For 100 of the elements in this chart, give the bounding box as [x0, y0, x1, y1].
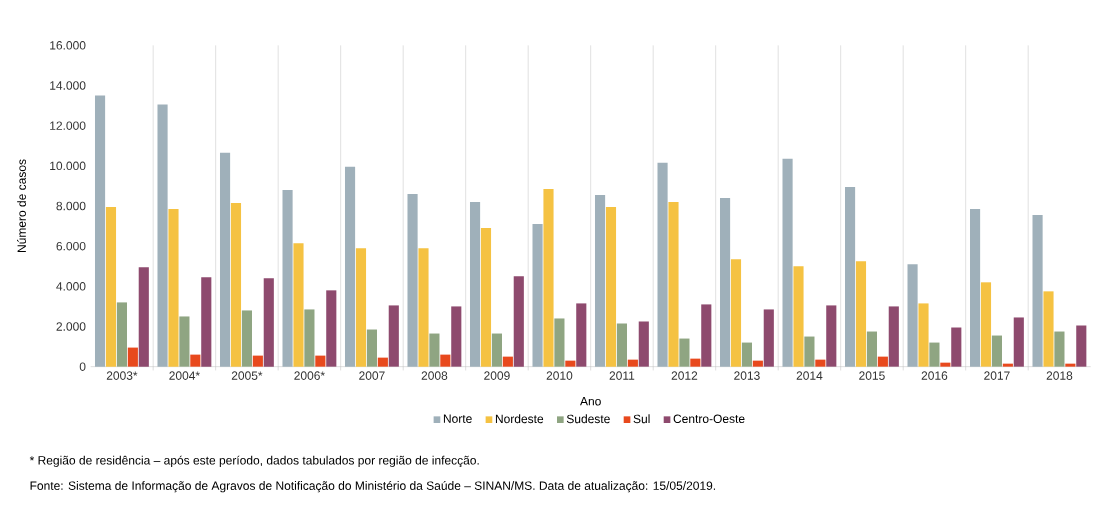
bar — [1076, 325, 1087, 367]
bar — [326, 290, 337, 367]
bar — [366, 329, 377, 367]
text: * Região de residência – após este período, dados tabulados por região de infecção. — [29, 455, 479, 468]
y-tick-label: 0 — [79, 362, 86, 372]
bar — [282, 190, 293, 367]
bar — [355, 248, 367, 367]
x-tick-label: 2015 — [859, 371, 885, 381]
x-tick-label: 2004* — [169, 371, 200, 381]
bar — [752, 360, 763, 367]
bar — [418, 248, 429, 367]
legend-label: Centro-Oeste — [673, 414, 745, 424]
bar — [638, 321, 649, 367]
x-tick-label: 2006* — [294, 371, 325, 381]
bar — [576, 303, 587, 367]
bar — [815, 359, 826, 367]
bar — [127, 347, 138, 367]
y-tick-label: 12.000 — [50, 121, 86, 131]
bar — [951, 327, 962, 367]
bar — [1013, 317, 1024, 367]
bar — [388, 305, 399, 367]
bar — [1065, 363, 1076, 367]
bar — [845, 187, 856, 367]
bar — [1043, 291, 1054, 367]
legend-label: Sul — [633, 414, 650, 424]
bar — [201, 277, 212, 367]
bar — [980, 282, 992, 367]
bar — [855, 261, 867, 367]
legend-label: Nordeste — [495, 414, 544, 424]
bar — [469, 202, 481, 367]
x-tick-label: 2003* — [106, 371, 138, 381]
bar — [627, 359, 638, 367]
x-tick-label: 2012 — [671, 371, 698, 381]
bar — [782, 158, 793, 367]
bar — [168, 209, 179, 367]
bar — [429, 333, 440, 367]
x-tick-label: 2013 — [734, 371, 760, 381]
bar — [907, 264, 918, 367]
x-tick-label: 2005* — [231, 371, 263, 381]
bar — [1054, 331, 1065, 367]
bar — [502, 356, 513, 367]
x-tick-label: 2014 — [796, 371, 823, 381]
bar — [679, 338, 690, 367]
bar — [970, 209, 981, 367]
bar — [263, 278, 274, 367]
x-tick-label: 2016 — [921, 371, 948, 381]
bar — [1002, 363, 1013, 367]
bar — [179, 316, 190, 367]
x-tick-label: 2007 — [359, 371, 385, 381]
bar — [230, 203, 242, 367]
bar — [690, 358, 701, 367]
bar — [701, 304, 712, 367]
bar — [377, 357, 388, 367]
bar — [804, 336, 815, 367]
bar — [440, 354, 451, 367]
bar — [480, 228, 492, 367]
bar — [105, 207, 117, 367]
bar — [929, 342, 940, 367]
bar — [793, 266, 804, 367]
bar — [866, 331, 877, 367]
bar — [293, 243, 304, 367]
bar — [991, 335, 1002, 367]
bar — [1032, 215, 1043, 367]
x-tick-label: 2008 — [421, 371, 448, 381]
bar — [763, 309, 774, 367]
y-axis-title: Número de casos — [17, 159, 26, 253]
bar — [543, 189, 554, 367]
x-tick-label: 2018 — [1046, 371, 1073, 381]
bar — [668, 202, 679, 367]
x-tick-label: 2010 — [546, 371, 573, 381]
bar — [116, 302, 127, 367]
bar — [344, 166, 356, 367]
bar — [730, 259, 742, 367]
bar — [451, 306, 462, 367]
y-tick-label: 10.000 — [50, 161, 86, 171]
bar — [888, 306, 899, 367]
bar — [616, 323, 627, 367]
y-tick-label: 6.000 — [56, 242, 86, 251]
legend-label: Sudeste — [566, 414, 610, 424]
bar — [241, 310, 252, 367]
bar — [605, 207, 617, 367]
y-tick-label: 14.000 — [50, 81, 86, 90]
bar — [532, 224, 543, 367]
source-note: Fonte: Sistema de Informação de Agravos de Notificação do Ministério da Saúde – SINAN/MS. Data de atualização: 15/05/2019. — [30, 481, 716, 493]
y-tick-label: 2.000 — [56, 322, 86, 331]
x-tick-label: 2017 — [984, 371, 1010, 381]
bar — [741, 342, 752, 367]
bar — [554, 318, 565, 367]
bar — [315, 355, 326, 367]
y-tick-label: 4.000 — [56, 282, 86, 291]
bar — [826, 305, 837, 367]
y-tick-label: 8.000 — [56, 201, 86, 211]
bar — [513, 276, 524, 367]
bar — [594, 195, 606, 367]
bar — [157, 104, 168, 367]
bar — [190, 354, 201, 367]
bar — [252, 355, 263, 367]
bar — [877, 356, 888, 367]
y-tick-label: 16.000 — [50, 41, 86, 50]
x-axis-title: Ano — [580, 397, 601, 406]
